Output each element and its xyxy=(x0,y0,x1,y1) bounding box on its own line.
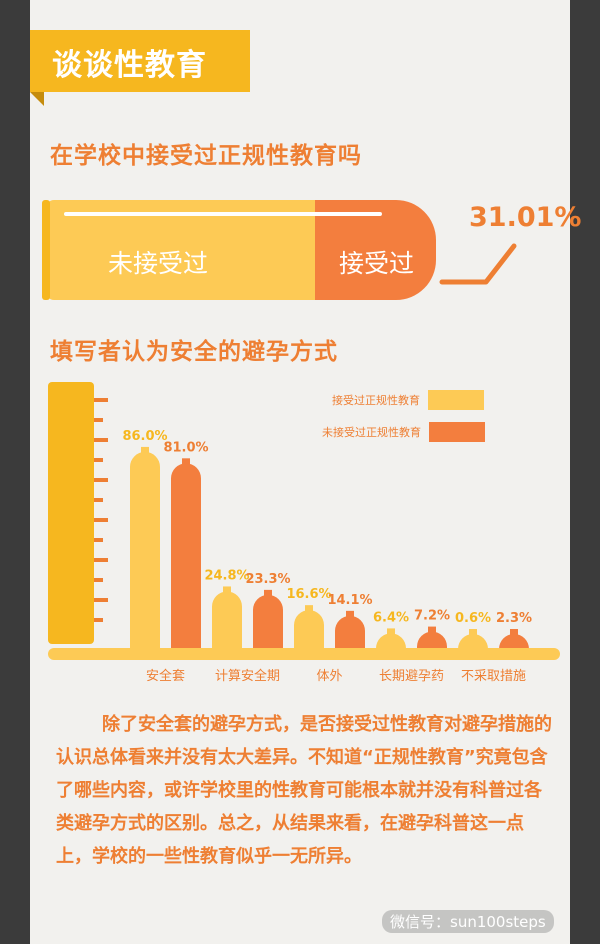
ruler-tick xyxy=(94,398,108,402)
section-badge: 谈谈性教育 xyxy=(30,30,250,106)
bar xyxy=(335,615,365,648)
section-title: 谈谈性教育 xyxy=(52,48,207,83)
legend-swatch-received xyxy=(428,390,484,410)
legend-label-received: 接受过正规性教育 xyxy=(332,394,420,407)
pointer-line-icon xyxy=(439,243,517,285)
pill-segment-received xyxy=(315,200,436,300)
ruler-tick xyxy=(94,418,103,422)
chart-baseline xyxy=(48,648,560,660)
category-label: 体外 xyxy=(316,669,342,684)
received-label: 接受过 xyxy=(339,249,415,278)
body-paragraph: 除了安全套的避孕方式，是否接受过性教育对避孕措施的认识总体看来并没有太大差异。不… xyxy=(56,708,552,873)
data-label: 16.6% xyxy=(286,587,331,602)
bar-tip xyxy=(510,629,518,635)
bar-tip xyxy=(305,605,313,612)
paragraph-text: 除了安全套的避孕方式，是否接受过性教育对避孕措施的认识总体看来并没有太大差异。不… xyxy=(56,714,552,867)
bar-tip xyxy=(223,586,231,593)
legend-label-not-received: 未接受过正规性教育 xyxy=(322,426,421,439)
contraception-bar-chart: 86.0% 24.8% 16.6% 6.4% 0.6% 81.0% 23.3% 14.1% 7.… xyxy=(48,382,560,684)
data-label: 23.3% xyxy=(245,572,290,587)
bar xyxy=(458,634,488,649)
question1-title: 在学校中接受过正规性教育吗 xyxy=(50,143,362,169)
ruler-tick xyxy=(94,498,103,502)
not-received-label: 未接受过 xyxy=(108,249,209,278)
bar xyxy=(212,591,242,648)
bar xyxy=(294,610,324,648)
pill-body xyxy=(46,200,436,300)
ruler-tick xyxy=(94,518,108,522)
bar xyxy=(253,594,283,648)
bar-tip xyxy=(346,610,354,617)
ruler-tick xyxy=(94,478,108,482)
legend-item-received: 接受过正规性教育 xyxy=(332,390,484,410)
bar-tip xyxy=(141,446,149,453)
data-label: 0.6% xyxy=(455,611,491,626)
bar-tip xyxy=(469,629,477,635)
bar-tip xyxy=(428,626,436,633)
ruler-tick xyxy=(94,538,103,542)
received-percentage: 31.01% xyxy=(469,202,582,233)
bar xyxy=(376,633,406,649)
category-label: 计算安全期 xyxy=(215,668,280,684)
legend-item-not-received: 未接受过正规性教育 xyxy=(322,422,485,442)
ruler-body xyxy=(48,382,94,644)
data-label: 24.8% xyxy=(204,568,249,583)
category-label: 不采取措施 xyxy=(461,669,526,684)
education-pill-bar: 未接受过 接受过 xyxy=(42,200,436,300)
badge-fold xyxy=(30,92,44,106)
question2-title: 填写者认为安全的避孕方式 xyxy=(50,339,338,365)
bar xyxy=(499,634,529,649)
bar xyxy=(130,451,160,648)
bar xyxy=(417,631,447,648)
category-label: 长期避孕药 xyxy=(379,669,444,684)
bar-tip xyxy=(387,628,395,635)
data-label: 2.3% xyxy=(496,611,532,626)
infographic-canvas: 谈谈性教育 在学校中接受过正规性教育吗 未接受过 接受过 31.01% 填写者认… xyxy=(30,0,581,944)
ruler-tick xyxy=(94,578,103,582)
left-dark-border xyxy=(0,0,30,944)
pill-highlight-line xyxy=(64,212,382,216)
wechat-watermark: 微信号：sun100steps xyxy=(382,910,554,933)
data-label: 7.2% xyxy=(414,609,450,624)
data-label: 81.0% xyxy=(163,440,208,455)
right-dark-border xyxy=(570,0,600,944)
pill-segment-not-received xyxy=(46,200,315,300)
bar-tip xyxy=(182,458,190,465)
bar xyxy=(171,463,201,648)
data-label: 6.4% xyxy=(373,610,409,625)
data-label: 86.0% xyxy=(122,429,167,444)
category-label: 安全套 xyxy=(146,668,185,684)
bar-tip xyxy=(264,589,272,596)
ruler-tick xyxy=(94,598,108,602)
ruler-tick xyxy=(94,458,103,462)
legend-swatch-not-received xyxy=(429,422,485,442)
ruler-tick xyxy=(94,618,103,622)
ruler-tick xyxy=(94,558,108,562)
data-label: 14.1% xyxy=(327,593,372,608)
pill-left-cap xyxy=(42,200,50,300)
ruler-tick xyxy=(94,438,108,442)
